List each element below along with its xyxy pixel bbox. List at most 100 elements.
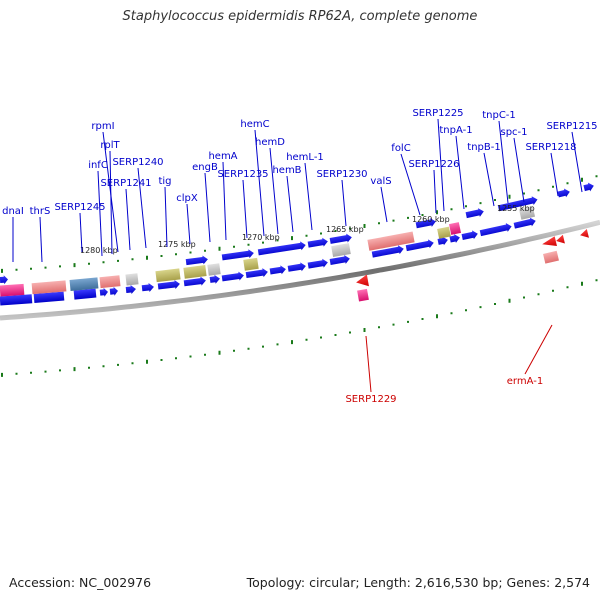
reverse-cds-53 [580, 228, 589, 238]
gene-label-18: valS [370, 176, 391, 187]
cds-arrow-7 [157, 280, 180, 290]
scale-label-3: 1265 kbp [326, 225, 364, 234]
cds-arrow-27 [307, 237, 328, 248]
gene-label-20: SERP1226 [408, 159, 459, 170]
cds-arrow-4 [109, 286, 118, 296]
gene-block-40 [183, 265, 207, 279]
gene-labels: dnaI thrS SERP1245 infC rplT rpmI SERP1241 SERP… [2, 108, 597, 405]
reverse-leader-line-1 [524, 324, 553, 375]
scale-label-5: 1255 kbp [497, 204, 535, 213]
leader-line-11 [222, 161, 227, 241]
leader-line-2 [79, 212, 83, 253]
cds-arrow-19 [449, 234, 460, 243]
feature-track [0, 182, 594, 306]
cds-arrow-15 [329, 255, 350, 265]
gene-label-0: dnaI [2, 206, 24, 217]
cds-arrow-23 [0, 275, 8, 285]
cds-arrow-9 [209, 274, 220, 284]
leader-line-1 [39, 216, 43, 263]
reverse-cds-51 [556, 234, 565, 244]
scale-label-2: 1270 kbp [242, 233, 280, 242]
leader-line-6 [125, 188, 131, 251]
cds-arrow-24 [185, 255, 208, 266]
gene-block-46 [448, 222, 462, 235]
gene-label-14: hemD [255, 137, 285, 148]
gene-label-4: rplT [100, 140, 120, 151]
gene-block-39 [155, 268, 181, 283]
gene-block-38 [125, 273, 139, 286]
gene-block-43 [331, 243, 351, 258]
gene-label-9: clpX [176, 193, 198, 204]
scale-labels: 1280 kbp 1275 kbp 1270 kbp 1265 kbp 1260 kbp… [80, 204, 535, 255]
gene-label-6: SERP1241 [100, 178, 151, 189]
leader-line-5 [102, 131, 119, 253]
leader-line-14 [269, 147, 279, 235]
leader-line-4 [109, 150, 113, 255]
scale-label-1: 1275 kbp [158, 240, 196, 249]
cds-arrow-17 [405, 239, 434, 252]
gene-label-16: hemL-1 [286, 152, 324, 163]
leader-line-22 [455, 135, 465, 210]
gene-block-52 [543, 250, 559, 264]
cds-arrow-20 [461, 230, 478, 240]
gene-label-17: SERP1230 [316, 169, 367, 180]
gene-label-3: infC [88, 160, 108, 171]
gene-block-47 [518, 205, 536, 220]
accession-label: Accession: NC_002976 [9, 575, 152, 590]
cds-arrow-12 [269, 265, 286, 275]
cds-arrow-13 [287, 262, 306, 272]
gene-label-8: tig [158, 176, 171, 187]
leader-line-26 [550, 152, 559, 197]
gene-label-13: hemC [240, 119, 269, 130]
cds-arrow-33 [583, 182, 594, 192]
gene-label-19: folC [391, 143, 410, 154]
leader-line-15 [286, 175, 294, 233]
leader-line-21 [437, 118, 445, 212]
leader-line-9 [186, 203, 191, 245]
leader-line-3 [97, 170, 103, 257]
cds-arrow-14 [307, 258, 328, 269]
cds-arrow-21 [479, 223, 512, 237]
cds-arrow-25 [221, 249, 254, 261]
gene-label-5: rpmI [91, 121, 114, 132]
gene-label-25: spc-1 [500, 127, 527, 138]
gene-block-1 [33, 291, 65, 304]
leader-line-7 [137, 167, 147, 249]
cds-arrow-11 [245, 268, 268, 279]
reverse-cds-48 [356, 274, 369, 287]
leader-line-24 [498, 120, 509, 204]
cds-arrow-6 [141, 283, 154, 292]
gene-block-49 [357, 288, 369, 302]
gene-label-10: engB [192, 162, 218, 173]
reverse-cds-50 [542, 236, 557, 246]
leader-line-27 [571, 131, 583, 193]
leader-line-20 [433, 169, 437, 214]
gene-block-2 [73, 288, 97, 300]
gene-block-36 [69, 277, 99, 291]
figure-title: Staphylococcus epidermidis RP62A, comple… [122, 9, 478, 24]
gene-label-15: hemB [272, 165, 301, 176]
gene-label-27: SERP1215 [546, 121, 597, 132]
leader-line-17 [341, 179, 347, 227]
leader-line-25 [513, 137, 525, 203]
scale-label-0: 1280 kbp [80, 246, 118, 255]
cds-arrow-10 [221, 271, 244, 282]
leader-line-16 [304, 162, 313, 231]
reverse-gene-label-0: SERP1229 [345, 394, 396, 405]
gene-label-1: thrS [30, 206, 51, 217]
gene-label-23: tnpB-1 [467, 142, 500, 153]
gene-label-7: SERP1240 [112, 157, 163, 168]
gene-label-26: SERP1218 [525, 142, 576, 153]
leader-line-10 [204, 172, 211, 243]
gene-label-24: tnpC-1 [482, 110, 516, 121]
cds-arrow-3 [99, 287, 108, 297]
leader-line-23 [483, 152, 495, 207]
leader-line-12 [242, 179, 248, 239]
gene-label-21: SERP1225 [412, 108, 463, 119]
cds-arrow-5 [125, 285, 136, 294]
gene-block-45 [437, 226, 451, 239]
scale-label-4: 1260 kbp [412, 215, 450, 224]
cds-arrow-31 [497, 196, 538, 212]
gene-block-41 [207, 263, 221, 276]
